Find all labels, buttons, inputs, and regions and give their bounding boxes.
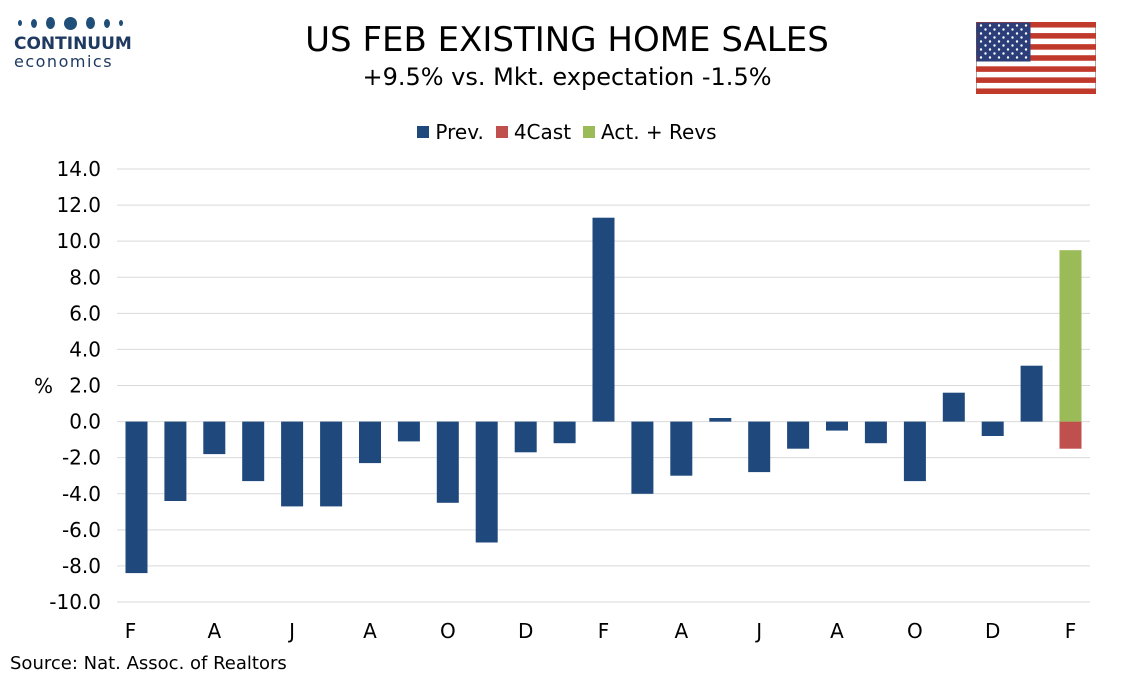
y-tick-label: -10.0 <box>49 590 101 614</box>
x-tick-label: J <box>754 619 762 643</box>
logo-dots <box>18 14 134 32</box>
bar <box>281 421 304 507</box>
y-tick-label: -6.0 <box>62 518 101 542</box>
bar <box>1059 421 1082 449</box>
bar <box>787 421 810 449</box>
x-tick-label: J <box>287 619 295 643</box>
y-tick-label: 8.0 <box>69 265 101 289</box>
legend-swatch <box>495 126 508 138</box>
y-tick-label: 10.0 <box>56 229 101 253</box>
x-tick-label: F <box>1065 619 1077 643</box>
legend-swatch <box>417 126 430 138</box>
y-tick-label: 12.0 <box>56 193 101 217</box>
x-tick-label: F <box>598 619 610 643</box>
bar <box>1020 365 1043 422</box>
bar <box>670 421 693 476</box>
bar <box>475 421 498 543</box>
bar <box>592 217 615 422</box>
bar <box>864 421 887 444</box>
bar <box>359 421 381 464</box>
y-tick-label: 14.0 <box>56 157 101 181</box>
y-tick-label: -2.0 <box>62 446 101 470</box>
y-tick-label: 6.0 <box>69 301 101 325</box>
bar <box>709 418 732 422</box>
y-tick-label: 2.0 <box>69 374 101 398</box>
x-tick-label: F <box>125 619 137 643</box>
x-tick-label: O <box>907 619 923 643</box>
legend-label: Act. + Revs <box>601 120 717 144</box>
bar <box>903 421 926 482</box>
y-tick-label: 4.0 <box>69 337 101 361</box>
chart-title: US FEB EXISTING HOME SALES <box>305 20 829 60</box>
bar <box>631 421 654 494</box>
bar <box>397 421 420 442</box>
x-tick-label: A <box>207 619 221 643</box>
bar <box>514 421 537 453</box>
bar <box>242 421 265 482</box>
y-axis-label: % <box>34 374 54 398</box>
y-tick-label: -4.0 <box>62 482 101 506</box>
x-tick-label: D <box>518 619 533 643</box>
bar <box>942 392 965 422</box>
bar <box>826 421 848 431</box>
bar <box>320 421 343 507</box>
chart-subtitle: +9.5% vs. Mkt. expectation -1.5% <box>362 63 772 91</box>
x-tick-label: A <box>674 619 688 643</box>
bar <box>164 421 187 501</box>
x-tick-label: D <box>985 619 1000 643</box>
x-tick-label: O <box>440 619 456 643</box>
us-flag-icon <box>976 22 1096 94</box>
chart-legend: Prev. 4Cast Act. + Revs <box>0 118 1134 145</box>
bar <box>203 421 226 455</box>
bar <box>125 421 148 574</box>
legend-swatch <box>583 126 596 138</box>
bar <box>553 421 576 444</box>
legend-label: Prev. <box>435 120 484 144</box>
bar <box>981 421 1004 436</box>
x-tick-label: A <box>363 619 377 643</box>
x-tick-label: A <box>830 619 844 643</box>
bar <box>1059 250 1082 422</box>
bar <box>748 421 771 473</box>
legend-item: 4Cast <box>495 119 572 145</box>
y-tick-label: -8.0 <box>62 554 101 578</box>
legend-label: 4Cast <box>513 120 572 144</box>
logo-line2: economics <box>14 52 114 71</box>
legend-item: Act. + Revs <box>583 119 717 145</box>
legend-item: Prev. <box>417 119 484 145</box>
bar <box>436 421 459 503</box>
y-tick-label: 0.0 <box>69 410 101 434</box>
source-note: Source: Nat. Assoc. of Realtors <box>10 653 287 674</box>
continuum-logo: CONTINUUM economics <box>14 14 134 76</box>
logo-line1: CONTINUUM <box>14 34 132 54</box>
